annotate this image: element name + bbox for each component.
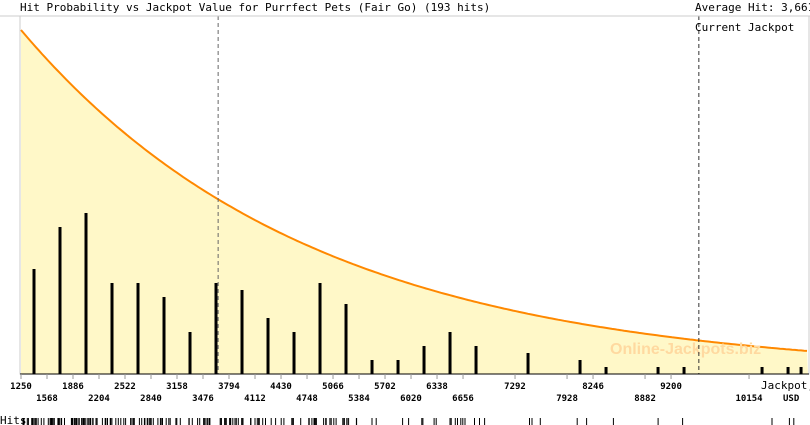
chart-title: Hit Probability vs Jackpot Value for Pur… — [20, 1, 490, 14]
x-tick-label: 1568 — [36, 394, 58, 404]
bar — [656, 367, 660, 374]
x-tick-label: 1250 — [10, 382, 32, 392]
bar — [604, 367, 608, 374]
x-tick-label: 3794 — [218, 382, 240, 392]
x-tick-label: 6338 — [426, 382, 448, 392]
x-tick-label: 2204 — [88, 394, 110, 404]
bar — [760, 367, 764, 374]
bar — [682, 367, 686, 374]
x-tick-label: 3476 — [192, 394, 214, 404]
bar — [136, 283, 140, 374]
bar — [578, 360, 582, 374]
bar — [58, 227, 62, 374]
x-tick-label: 7928 — [556, 394, 578, 404]
x-tick-label: 1886 — [62, 382, 84, 392]
x-tick-label: 2840 — [140, 394, 162, 404]
x-tick-label: 8882 — [634, 394, 656, 404]
x-tick-label: 9200 — [660, 382, 682, 392]
x-tick-label: 4430 — [270, 382, 292, 392]
x-axis-unit: USD — [783, 394, 800, 404]
bar — [526, 353, 530, 374]
bar — [32, 269, 36, 374]
bar — [422, 346, 426, 374]
bar — [188, 332, 192, 374]
bar — [318, 283, 322, 374]
x-tick-label: 4112 — [244, 394, 266, 404]
bar — [786, 367, 790, 374]
bar — [370, 360, 374, 374]
bar — [84, 213, 88, 374]
bar — [448, 332, 452, 374]
x-tick-label: 4748 — [296, 394, 318, 404]
bar — [396, 360, 400, 374]
x-axis-label: Jackpot, — [761, 379, 810, 392]
bar — [162, 297, 166, 374]
x-tick-label: 5066 — [322, 382, 344, 392]
x-tick-label: 8246 — [582, 382, 604, 392]
bar — [474, 346, 478, 374]
rug-label: Hits — [0, 414, 27, 425]
bar — [292, 332, 296, 374]
x-tick-label: 10154 — [735, 394, 763, 404]
watermark: Online-Jackpots.biz — [610, 341, 761, 358]
bar — [240, 290, 244, 374]
x-tick-label: 3158 — [166, 382, 188, 392]
x-tick-label: 7292 — [504, 382, 526, 392]
probability-area — [21, 30, 808, 374]
bar — [110, 283, 114, 374]
probability-curve — [20, 29, 808, 352]
x-tick-label: 6656 — [452, 394, 474, 404]
x-tick-label: 6020 — [400, 394, 422, 404]
average-label: Average Hit: 3,661 — [695, 1, 810, 14]
x-tick-label: 5384 — [348, 394, 370, 404]
bar — [214, 283, 218, 374]
bar — [344, 304, 348, 374]
x-tick-label: 5702 — [374, 382, 396, 392]
x-tick-label: 2522 — [114, 382, 136, 392]
current-jackpot-label: Current Jackpot — [695, 21, 794, 34]
bar — [266, 318, 270, 374]
bar — [799, 367, 803, 374]
